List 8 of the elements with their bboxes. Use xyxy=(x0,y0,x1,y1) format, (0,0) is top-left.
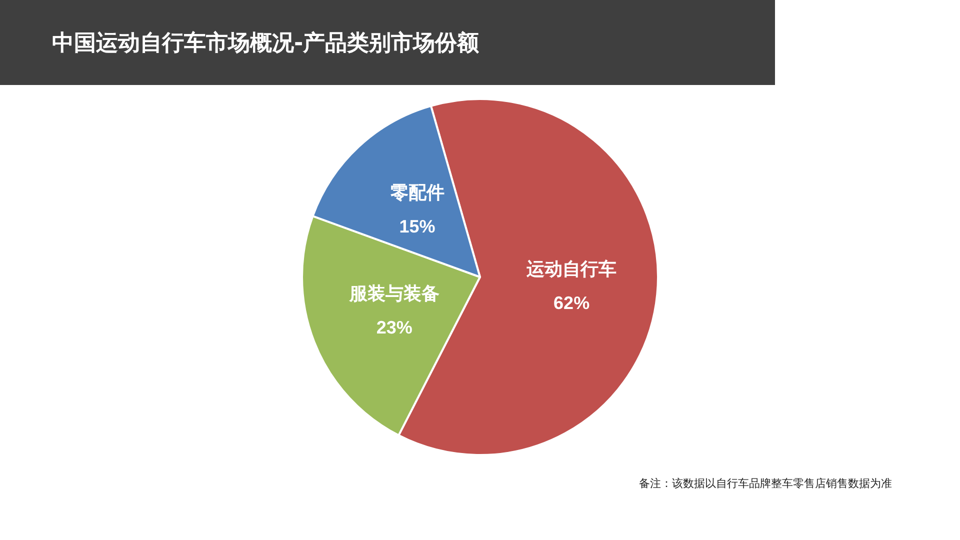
slice-label: 服装与装备 xyxy=(348,284,440,304)
slice-label: 零配件 xyxy=(390,182,444,203)
slice-label: 运动自行车 xyxy=(526,258,617,279)
data-label: 62% xyxy=(554,292,590,313)
data-label: 15% xyxy=(399,216,436,237)
chart-title: 中国运动自行车市场概况-产品类别市场份额 xyxy=(52,30,480,58)
text: 备注：该数据以自行车品牌整车零售店销售数据为准 xyxy=(639,476,892,491)
data-label: 23% xyxy=(376,318,412,338)
